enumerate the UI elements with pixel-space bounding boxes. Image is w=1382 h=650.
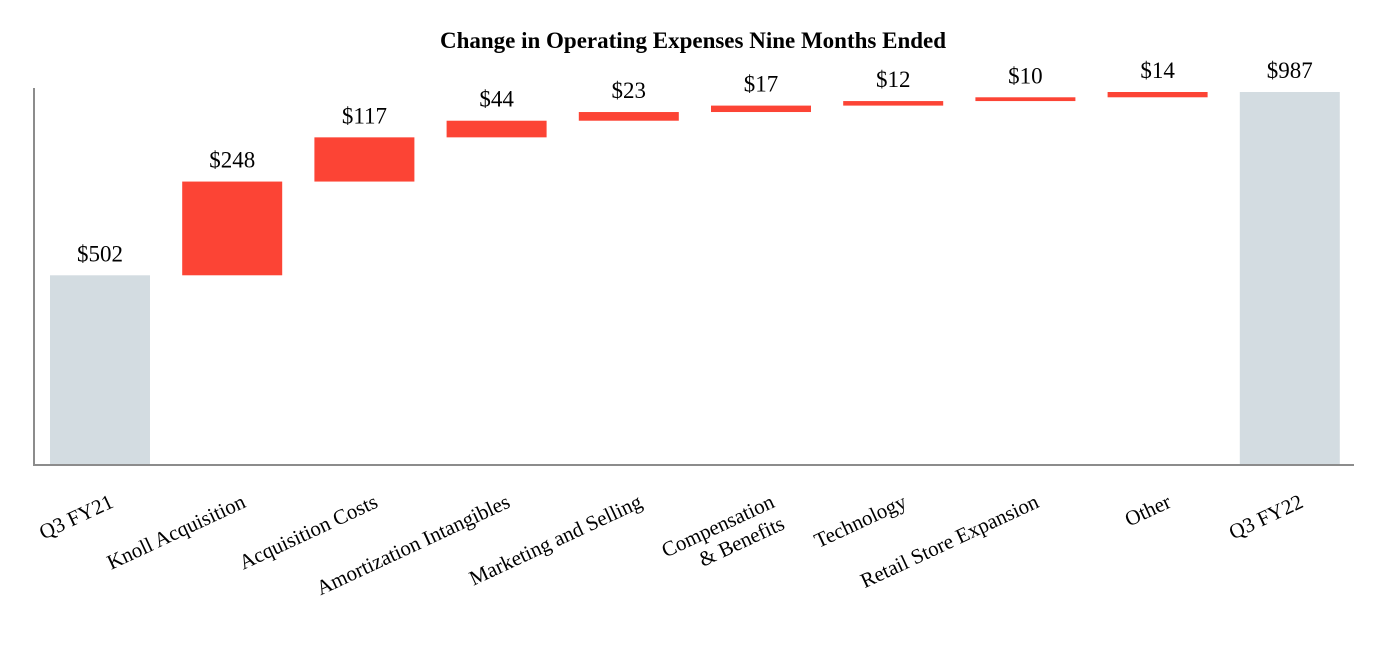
bar-8 xyxy=(1107,92,1208,98)
x-tick-label-line: Knoll Acquisition xyxy=(103,489,249,574)
x-tick-label-5: Compensation& Benefits xyxy=(658,489,789,584)
bar-6 xyxy=(843,101,944,106)
bar-4 xyxy=(578,112,679,121)
bar-2 xyxy=(314,137,415,182)
x-tick-label-8: Other xyxy=(1121,489,1174,531)
value-label-0: $502 xyxy=(77,241,123,266)
bar-7 xyxy=(975,97,1076,102)
x-tick-label-6: Technology xyxy=(810,489,910,553)
value-label-9: $987 xyxy=(1267,58,1313,83)
bar-0 xyxy=(50,275,150,465)
value-label-1: $248 xyxy=(209,148,255,173)
bar-9 xyxy=(1239,92,1340,465)
x-tick-label-line: Technology xyxy=(810,489,910,553)
x-tick-label-line: Other xyxy=(1121,489,1174,531)
x-tick-label-1: Knoll Acquisition xyxy=(103,489,249,574)
value-label-5: $17 xyxy=(744,72,779,97)
value-label-3: $44 xyxy=(479,87,514,112)
bars-group xyxy=(50,92,1340,465)
x-tick-label-line: Q3 FY21 xyxy=(35,489,117,544)
bar-3 xyxy=(446,120,547,138)
value-label-2: $117 xyxy=(342,103,387,128)
value-label-8: $14 xyxy=(1140,58,1175,83)
value-labels-group: $502 $248 $117 $44 $23 $17 $12 $10 $14 $987 xyxy=(77,58,1313,266)
value-label-7: $10 xyxy=(1008,63,1043,88)
value-label-6: $12 xyxy=(876,67,911,92)
bar-5 xyxy=(711,105,811,113)
chart-title: Change in Operating Expenses Nine Months… xyxy=(440,28,946,53)
bar-1 xyxy=(182,181,283,276)
value-label-4: $23 xyxy=(612,78,647,103)
x-tick-label-line: Q3 FY22 xyxy=(1225,489,1307,544)
x-tick-label-0: Q3 FY21 xyxy=(35,489,117,544)
x-tick-label-9: Q3 FY22 xyxy=(1225,489,1307,544)
